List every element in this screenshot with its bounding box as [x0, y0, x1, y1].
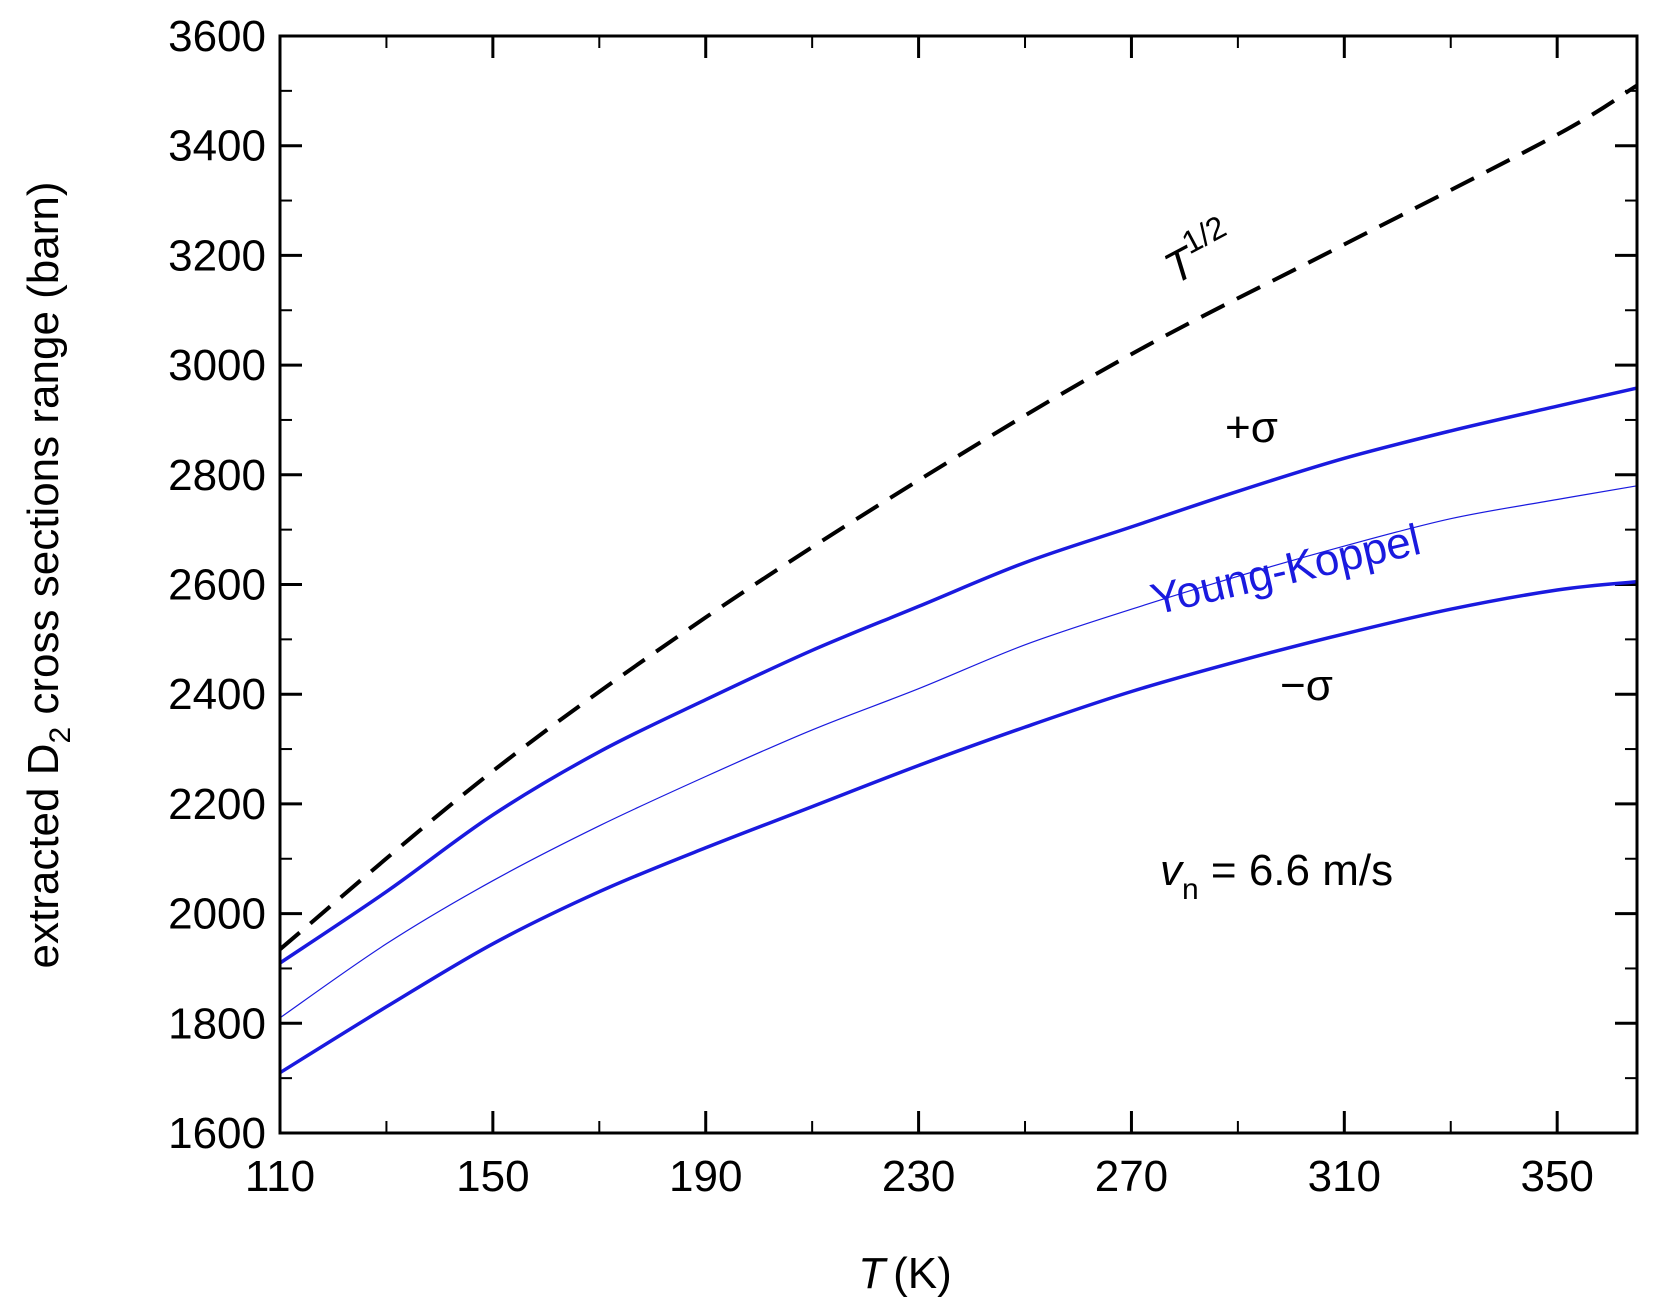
y-tick-labels: 1600 1800 2000 2200 2400 2600 2800 3000 3200 3400…: [168, 12, 266, 1158]
plot-frame: [278, 34, 1639, 1135]
vn-sub: n: [1182, 873, 1199, 906]
vn-rest: = 6.6 m/s: [1199, 846, 1393, 895]
y-axis-sub: 2: [44, 727, 77, 744]
vn-label: vn = 6.6 m/s: [1160, 846, 1393, 906]
y-axis-title: extracted D2 cross sections range (barn): [19, 181, 77, 968]
y-tick-label: 1600: [168, 1109, 266, 1158]
y-tick-label: 2600: [168, 561, 266, 610]
minus-sigma-label: −σ: [1280, 661, 1333, 710]
x-tick-label: 230: [882, 1152, 955, 1201]
y-tick-label: 2800: [168, 451, 266, 500]
x-tick-label: 110: [245, 1152, 315, 1201]
x-axis-var: T: [858, 1249, 888, 1298]
young-koppel-label: Young-Koppel: [1146, 515, 1425, 625]
x-tick-label: 190: [669, 1152, 742, 1201]
plus-sigma-line: [279, 386, 1638, 965]
y-axis-post: cross sections range (barn): [19, 181, 68, 726]
y-tick-label: 2200: [168, 780, 266, 829]
young-koppel-line: [279, 485, 1638, 1019]
minus-sigma-line: [279, 580, 1638, 1075]
y-tick-label: 2400: [168, 670, 266, 719]
x-axis-title: T (K): [858, 1249, 952, 1298]
y-tick-label: 3200: [168, 231, 266, 280]
sqrt-t-dashed-line: [278, 83, 1639, 951]
x-tick-label: 270: [1095, 1152, 1168, 1201]
vn-var: v: [1160, 846, 1185, 895]
y-tick-label: 3000: [168, 341, 266, 390]
x-tick-labels: 110 150 190 230 270 310 350: [245, 1152, 1594, 1201]
y-tick-label: 3400: [168, 122, 266, 171]
plus-sigma-label: +σ: [1225, 403, 1278, 452]
y-tick-label: 2000: [168, 890, 266, 939]
x-tick-label: 350: [1520, 1152, 1593, 1201]
y-axis-pre: extracted D: [19, 744, 68, 969]
series-group: [278, 83, 1639, 1075]
x-tick-label: 310: [1308, 1152, 1381, 1201]
y-tick-label: 1800: [168, 999, 266, 1048]
x-axis-unit: (K): [893, 1249, 952, 1298]
x-tick-label: 150: [456, 1152, 529, 1201]
sqrt-label: T1/2: [1152, 208, 1243, 294]
minor-ticks: [280, 36, 1637, 1133]
y-tick-label: 3600: [168, 12, 266, 61]
